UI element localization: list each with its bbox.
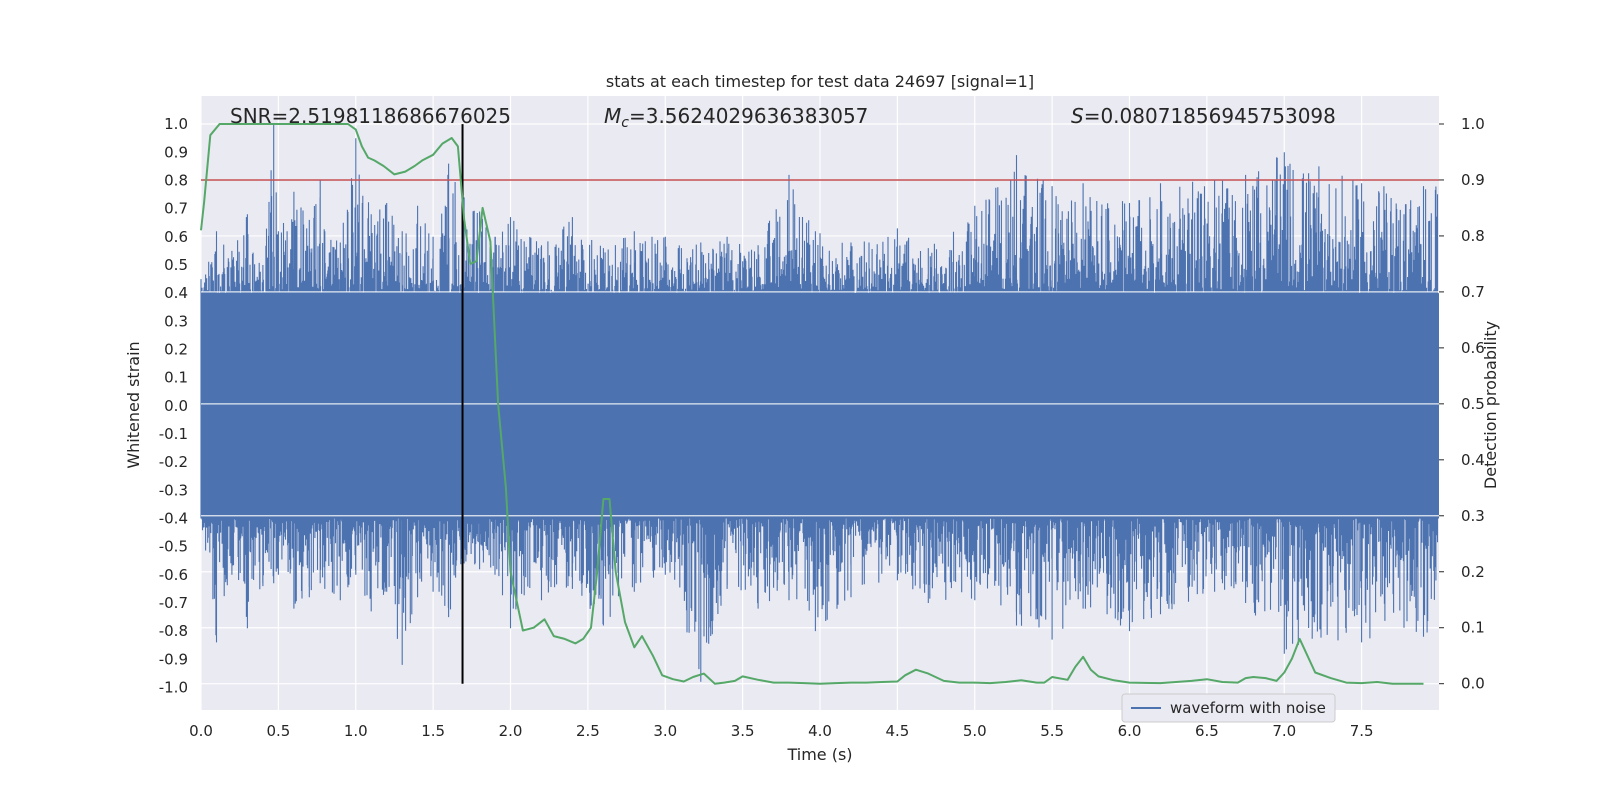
y-right-tick-labels: 1.0 0.9 0.8 0.7 0.6 0.5 0.4 0.3 0.2 0.1 0.0 (1439, 115, 1485, 693)
x-tick-label: 4.0 (808, 722, 832, 740)
x-tick-label: 0.5 (266, 722, 290, 740)
y-tick-label: -0.6 (159, 566, 188, 584)
x-tick-labels: 0.0 0.5 1.0 1.5 2.0 2.5 3.0 3.5 4.0 4.5 5.0 5.5 6.0 6… (189, 722, 1373, 740)
legend-label: waveform with noise (1170, 699, 1326, 717)
x-tick-label: 0.0 (189, 722, 213, 740)
y-right-tick-label: 0.5 (1461, 395, 1485, 413)
y-tick-label: 0.3 (164, 312, 188, 330)
y-tick-label: 0.0 (164, 397, 188, 415)
waveform-band (201, 293, 1439, 519)
y-right-tick-label: 0.1 (1461, 619, 1485, 637)
x-tick-label: 3.5 (731, 722, 755, 740)
y-right-tick-label: 0.8 (1461, 227, 1485, 245)
x-tick-label: 1.0 (344, 722, 368, 740)
x-tick-label: 5.5 (1040, 722, 1064, 740)
x-tick-label: 4.5 (885, 722, 909, 740)
y-tick-label: -1.0 (159, 678, 188, 696)
y-right-axis-label: Detection probability (1481, 321, 1500, 489)
chirp-mass-annotation: Mc=3.5624029636383057 (604, 104, 868, 131)
y-tick-label: 0.2 (164, 340, 188, 358)
y-tick-label: 0.5 (164, 256, 188, 274)
y-tick-label: -0.3 (159, 481, 188, 499)
y-tick-label: 0.8 (164, 171, 188, 189)
s-annotation: S=0.08071856945753098 (1071, 104, 1336, 128)
x-tick-label: 2.0 (499, 722, 523, 740)
legend: waveform with noise (1121, 693, 1336, 723)
y-right-tick-label: 0.2 (1461, 563, 1485, 581)
chirp-mass-symbol: M (604, 104, 621, 128)
x-tick-label: 7.5 (1350, 722, 1374, 740)
x-tick-label: 6.5 (1195, 722, 1219, 740)
y-right-tick-label: 1.0 (1461, 115, 1485, 133)
y-right-tick-label: 0.7 (1461, 283, 1485, 301)
waveform-series (200, 124, 1439, 682)
x-tick-label: 1.5 (421, 722, 445, 740)
chirp-mass-subscript: c (621, 115, 629, 131)
y-tick-label: -0.1 (159, 425, 188, 443)
x-tick-label: 2.5 (576, 722, 600, 740)
y-tick-label: -0.2 (159, 453, 188, 471)
y-right-tick-label: 0.3 (1461, 507, 1485, 525)
snr-annotation: SNR=2.5198118686676025 (230, 104, 511, 128)
y-tick-label: -0.5 (159, 538, 188, 556)
legend-box (1121, 693, 1336, 723)
s-symbol: S (1071, 104, 1084, 128)
x-tick-label: 3.0 (653, 722, 677, 740)
y-right-tick-label: 0.6 (1461, 339, 1485, 357)
x-tick-label: 6.0 (1118, 722, 1142, 740)
y-tick-label: 0.4 (164, 284, 188, 302)
chart-title: stats at each timestep for test data 246… (606, 72, 1034, 91)
y-tick-label: 1.0 (164, 115, 188, 133)
y-right-tick-label: 0.9 (1461, 171, 1485, 189)
y-right-tick-label: 0.4 (1461, 451, 1485, 469)
y-tick-label: -0.9 (159, 650, 188, 668)
y-tick-label: 0.7 (164, 200, 188, 218)
y-axis-label: Whitened strain (124, 341, 143, 468)
y-tick-labels: 1.0 0.9 0.8 0.7 0.6 0.5 0.4 0.3 0.2 0.1 0.0 -0.1 -0.… (159, 115, 188, 696)
x-axis-label: Time (s) (786, 745, 852, 764)
x-tick-label: 7.0 (1272, 722, 1296, 740)
chirp-mass-value: =3.5624029636383057 (629, 104, 868, 128)
y-tick-label: -0.4 (159, 509, 188, 527)
x-tick-label: 5.0 (963, 722, 987, 740)
y-tick-label: -0.8 (159, 622, 188, 640)
y-tick-label: 0.1 (164, 369, 188, 387)
s-value: =0.08071856945753098 (1084, 104, 1336, 128)
y-tick-label: 0.9 (164, 143, 188, 161)
y-right-tick-label: 0.0 (1461, 675, 1485, 693)
y-tick-label: 0.6 (164, 228, 188, 246)
y-tick-label: -0.7 (159, 594, 188, 612)
probability-line (200, 123, 1424, 685)
